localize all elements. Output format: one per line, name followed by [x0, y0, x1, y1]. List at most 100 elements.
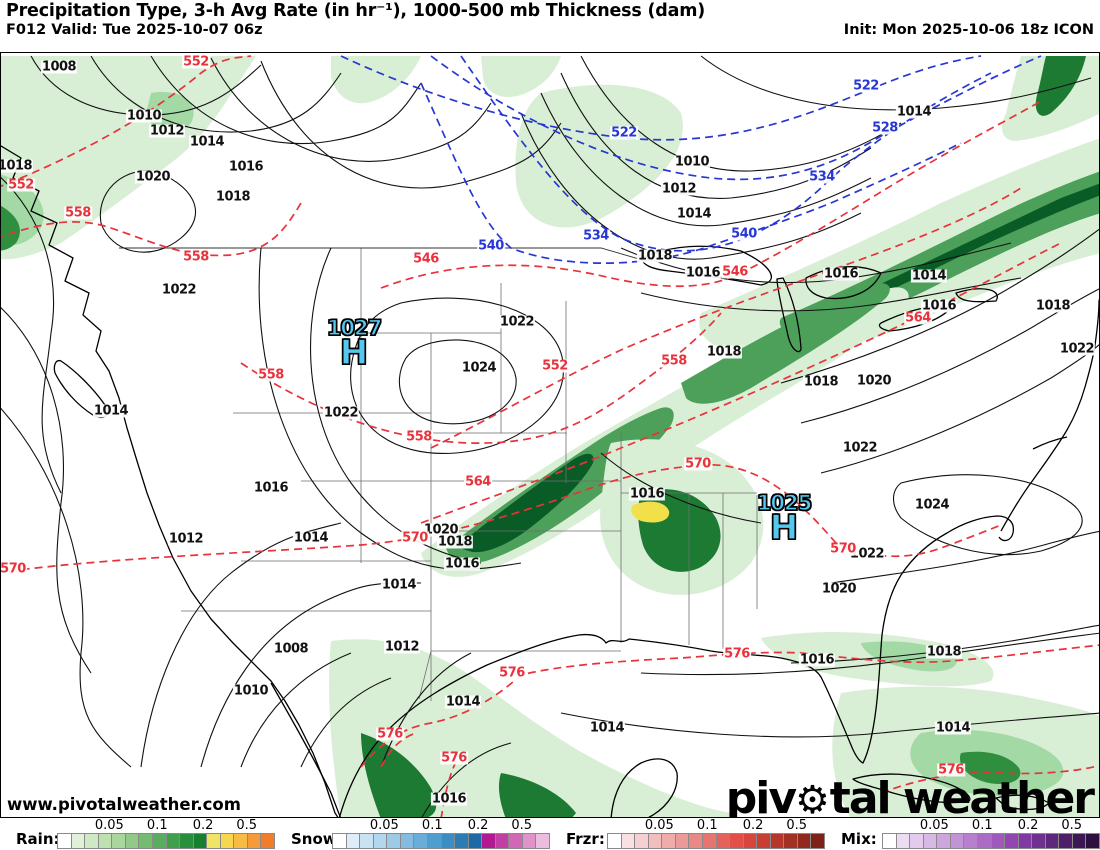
legend-color-swatch [57, 833, 72, 849]
init-time-label: Init: Mon 2025-10-06 18z ICON [843, 22, 1094, 38]
legend-color-swatch [260, 833, 275, 849]
map-canvas: 1008 1010 1012 1014 1016 1020 1018 1018 1022 1014… [0, 52, 1100, 818]
pressure-contour-label: 1014 [92, 403, 130, 419]
legend-color-swatch [206, 833, 221, 849]
legend-tick: 0.1 [971, 818, 993, 833]
legend-tick: 0.1 [146, 818, 168, 833]
thickness-contour-label-warm: 576 [376, 726, 404, 742]
legend-group-frzr: Frzr: 0.05 0.1 0.2 0.5 [550, 818, 825, 850]
watermark-url: www.pivotalweather.com [7, 795, 241, 814]
legend-color-swatch [70, 833, 86, 849]
thickness-contour-label-cold: 540 [477, 238, 505, 254]
thickness-contour-label-warm: 576 [937, 762, 965, 778]
pressure-contour-label: 1010 [232, 683, 270, 699]
legend-tick: 0.1 [421, 818, 443, 833]
pressure-contour-label: 1020 [422, 522, 460, 538]
pressure-contour-label: 1014 [380, 577, 418, 593]
precip-shading [1, 56, 1099, 817]
pressure-contour-label: 1020 [855, 373, 893, 389]
brand-logo: piv⚙tal weather [726, 777, 1095, 818]
legend-color-swatch [138, 833, 153, 849]
pressure-contour-label: 1014 [934, 720, 972, 736]
pressure-contour-label: 1014 [292, 530, 330, 546]
legend-color-swatch [372, 833, 388, 849]
legend-color-swatch [111, 833, 126, 849]
pressure-contour-label: 1014 [895, 104, 933, 120]
legend-color-swatch [535, 833, 550, 849]
legend-tick: 0.05 [644, 818, 674, 833]
legend-color-swatch [481, 833, 496, 849]
thickness-warm-contours [1, 55, 1099, 817]
pressure-contour-label: 1016 [252, 480, 290, 496]
legend-color-swatch [1071, 833, 1087, 849]
legend-color-swatch [882, 833, 897, 849]
pressure-contour-label: 1018 [1034, 298, 1072, 314]
pressure-contour-label: 1014 [188, 134, 226, 150]
pressure-contour-label: 1016 [443, 556, 481, 572]
legend-color-swatch [219, 833, 235, 849]
legend-color-swatch [674, 833, 690, 849]
thickness-contour-label-warm: 576 [723, 646, 751, 662]
legend-colorbar [57, 833, 275, 849]
legend-color-swatch [426, 833, 442, 849]
legend-color-swatch [124, 833, 140, 849]
legend-color-swatch [701, 833, 717, 849]
legend-color-swatch [413, 833, 428, 849]
thickness-contour-label-warm: 570 [684, 456, 712, 472]
legend-color-swatch [976, 833, 992, 849]
legend-label: Mix: [841, 830, 877, 848]
legend-color-swatch [454, 833, 469, 849]
thickness-contour-label-warm: 558 [182, 249, 210, 265]
pressure-contour-label: 1016 [822, 266, 860, 282]
legend-color-swatch [895, 833, 911, 849]
legend-color-swatch [233, 833, 248, 849]
legend-label: Rain: [16, 830, 60, 848]
legend-tick: 0.5 [511, 818, 532, 833]
legend-color-swatch [607, 833, 622, 849]
legend-color-swatch [440, 833, 456, 849]
brand-text-left: piv [725, 773, 797, 818]
legend-label: Snow: [291, 830, 343, 848]
pressure-contour-label: 1014 [588, 720, 626, 736]
legend-color-swatch [359, 833, 374, 849]
legend-color-swatch [620, 833, 636, 849]
legend-color-swatch [769, 833, 785, 849]
legend-color-swatch [165, 833, 181, 849]
legend-tick: 0.2 [192, 818, 214, 833]
thickness-contour-label-warm: 570 [0, 561, 27, 577]
legend-color-swatch [1085, 833, 1100, 849]
legend-color-swatch [84, 833, 99, 849]
high-pressure-marker: 1025 H [756, 492, 813, 546]
thickness-contour-label-warm: 558 [64, 205, 92, 221]
legend-color-swatch [1017, 833, 1033, 849]
thickness-contour-label-warm: 564 [464, 474, 492, 490]
legend-tick: 0.05 [369, 818, 399, 833]
thickness-contour-label-cold: 522 [852, 78, 880, 94]
gear-icon: ⚙ [795, 778, 830, 818]
legend-colorbar [882, 833, 1100, 849]
legend-color-swatch [715, 833, 731, 849]
thickness-contour-label-warm: 570 [401, 530, 429, 546]
legend-color-swatch [729, 833, 744, 849]
legend-tick: 0.2 [742, 818, 764, 833]
thickness-contour-label-warm: 570 [829, 541, 857, 557]
legend-color-swatch [810, 833, 825, 849]
pressure-contour-label: 1018 [802, 374, 840, 390]
pressure-contour-label: 1016 [227, 159, 265, 175]
legend-group-mix: Mix: 0.05 0.1 0.2 0.5 [825, 818, 1100, 850]
legend-tick: 0.05 [919, 818, 949, 833]
pressure-contour-label: 1018 [636, 248, 674, 264]
pressure-contour-label: 1022 [841, 440, 879, 456]
legend-color-swatch [467, 833, 483, 849]
pressure-contour-label: 1022 [848, 546, 886, 562]
legend-tick: 0.05 [94, 818, 124, 833]
pressure-contour-label: 1016 [920, 298, 958, 314]
pressure-contour-label: 1022 [498, 314, 536, 330]
canada-border [119, 247, 647, 262]
legend-color-swatch [756, 833, 771, 849]
pressure-contour-label: 1012 [660, 181, 698, 197]
legend-color-swatch [1031, 833, 1046, 849]
pressure-contour-label: 1024 [913, 497, 951, 513]
page-title: Precipitation Type, 3-h Avg Rate (in hr⁻… [6, 1, 706, 21]
